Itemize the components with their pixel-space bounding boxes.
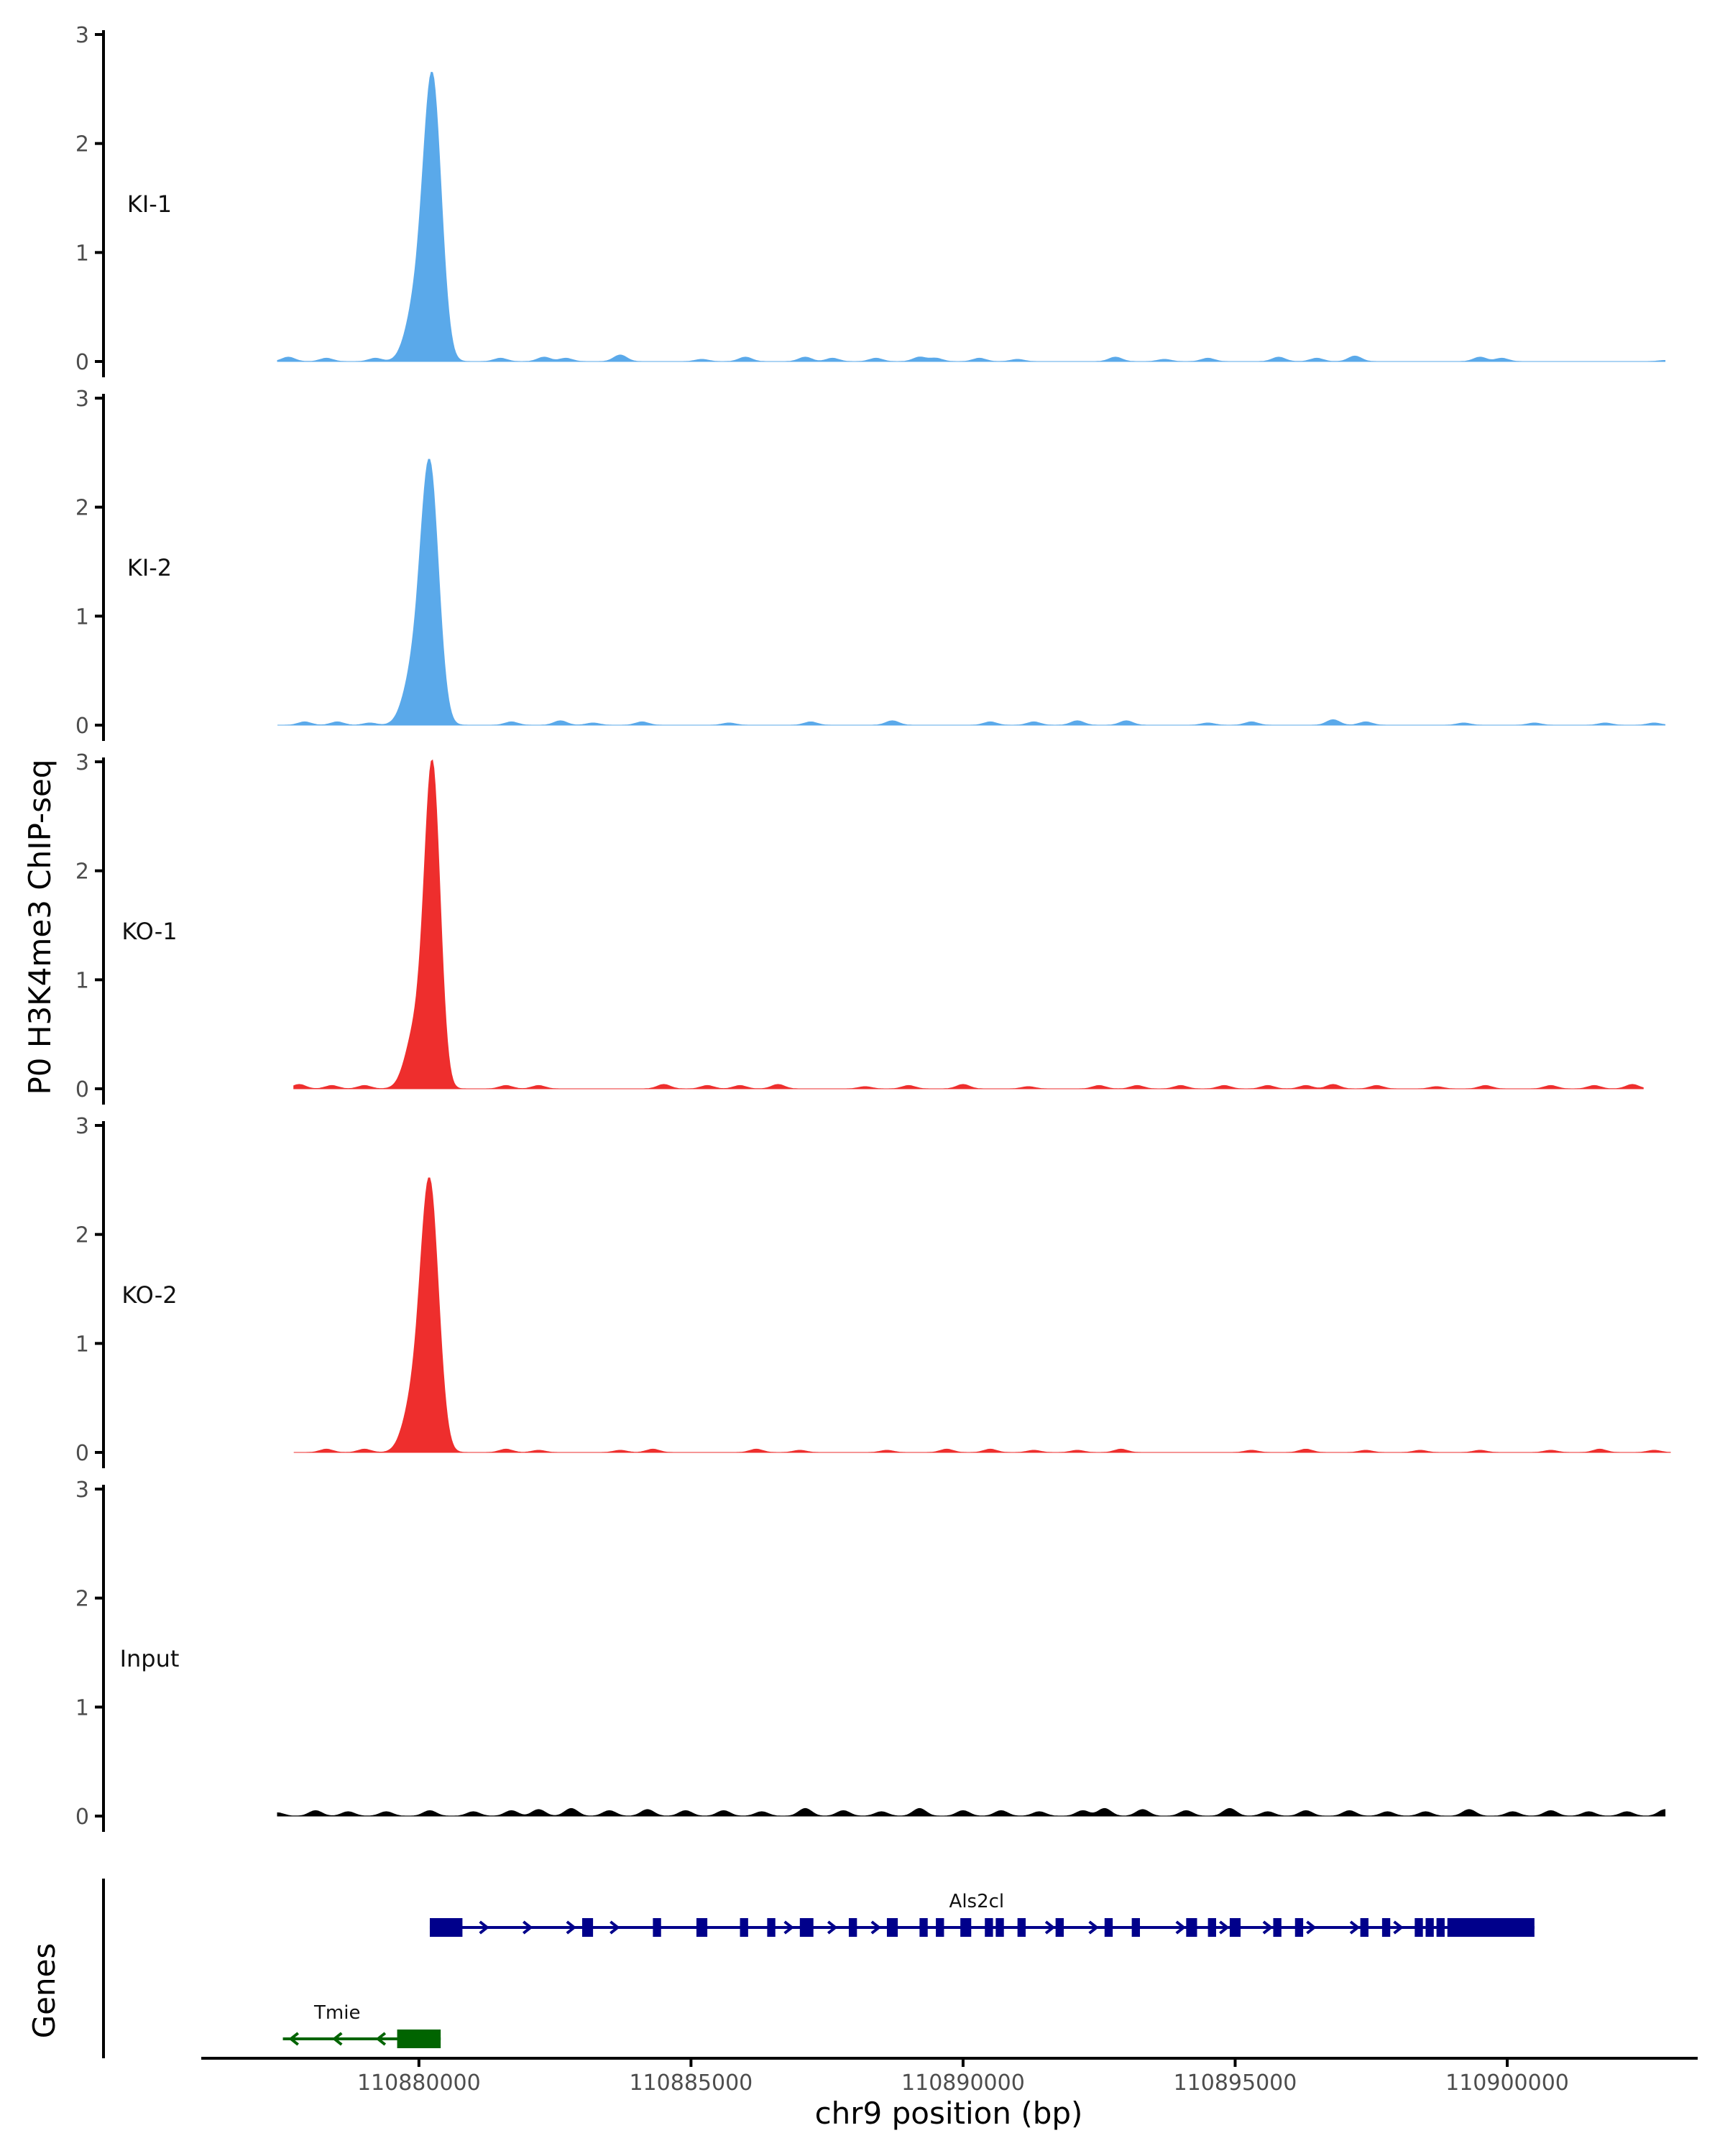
x-tick-label: 110890000 <box>901 2070 1025 2096</box>
gene-exon <box>581 1918 594 1937</box>
track-label: Input <box>120 1645 180 1672</box>
strand-arrow <box>783 1920 794 1935</box>
gene-exon <box>397 2030 441 2048</box>
gene-exon <box>799 1918 814 1937</box>
track-label: KI-1 <box>127 190 172 218</box>
y-tick-label: 3 <box>75 1114 89 1139</box>
strand-arrow <box>827 1920 838 1935</box>
gene-exon <box>1229 1918 1241 1937</box>
track-ko-2: 0 1 2 3 KO-2 <box>75 1114 1671 1468</box>
track-ki-2: 0 1 2 3 KI-2 <box>75 387 1666 741</box>
strand-arrow <box>1349 1920 1361 1935</box>
gene-exon <box>1425 1918 1434 1937</box>
y-tick-label: 1 <box>75 604 89 630</box>
gene-exon <box>653 1918 661 1937</box>
coverage-area-input <box>277 1807 1666 1817</box>
gene-exon <box>767 1918 776 1937</box>
gene-tmie: Tmie <box>282 2002 441 2048</box>
genes-panel: Als2cl Tmie <box>102 1879 1535 2058</box>
track-label: KO-2 <box>121 1281 177 1309</box>
gene-exon <box>1131 1918 1140 1937</box>
y-tick-label: 2 <box>75 1587 89 1612</box>
strand-arrow <box>332 2032 343 2046</box>
y-tick-label: 2 <box>75 860 89 885</box>
gene-exon <box>1294 1918 1304 1937</box>
gene-exon <box>985 1918 993 1937</box>
coverage-area-ki-2 <box>277 459 1666 726</box>
strand-arrow <box>870 1920 881 1935</box>
y-tick-label: 1 <box>75 1332 89 1357</box>
gene-exon <box>995 1918 1004 1937</box>
track-input: 0 1 2 3 Input <box>75 1478 1666 1832</box>
gene-exon <box>1381 1918 1391 1937</box>
y-tick-label: 2 <box>75 496 89 521</box>
strand-arrow <box>1044 1920 1056 1935</box>
y-axis-title: P0 H3K4me3 ChIP-seq <box>22 759 58 1095</box>
y-tick-label: 2 <box>75 132 89 157</box>
gene-label: Tmie <box>313 2002 360 2024</box>
track-label: KO-1 <box>121 918 177 945</box>
y-tick-label: 0 <box>75 1441 89 1466</box>
gene-exon <box>919 1918 928 1937</box>
gene-exon <box>886 1918 898 1937</box>
strand-arrow <box>288 2032 299 2046</box>
coverage-area-ko-1 <box>293 759 1644 1089</box>
y-tick-label: 0 <box>75 350 89 375</box>
y-tick-label: 1 <box>75 968 89 993</box>
strand-arrow <box>523 1920 533 1935</box>
strand-arrow <box>1306 1920 1317 1935</box>
gene-exon <box>1186 1918 1197 1937</box>
x-axis: 110880000 110885000 110890000 110895000 1109… <box>201 2057 1698 2096</box>
gene-exon <box>740 1918 748 1937</box>
gene-exon <box>429 1918 463 1937</box>
y-tick-label: 2 <box>75 1223 89 1248</box>
x-tick-label: 110895000 <box>1174 2070 1297 2096</box>
x-tick-label: 110885000 <box>629 2070 753 2096</box>
y-tick-label: 0 <box>75 1077 89 1102</box>
x-tick-label: 110900000 <box>1445 2070 1569 2096</box>
strand-arrow <box>610 1920 620 1935</box>
y-tick-label: 3 <box>75 1478 89 1503</box>
gene-exon <box>1017 1918 1026 1937</box>
y-tick-label: 1 <box>75 241 89 266</box>
strand-arrow <box>1393 1920 1404 1935</box>
coverage-tracks: 0 1 2 3 KI-1 0 1 2 3 KI-2 0 1 2 3 KO-1 0 1 2 3 KO-2 0 1 2 3 Inpu… <box>75 23 1671 1832</box>
gene-exon <box>936 1918 944 1937</box>
track-label: KI-2 <box>127 554 172 581</box>
genes-axis-title: Genes <box>27 1943 62 2039</box>
gene-exon <box>848 1918 857 1937</box>
y-tick-label: 0 <box>75 714 89 739</box>
track-ki-1: 0 1 2 3 KI-1 <box>75 23 1666 377</box>
gene-exon <box>696 1918 708 1937</box>
coverage-area-ko-2 <box>293 1177 1671 1453</box>
gene-exon <box>1414 1918 1423 1937</box>
y-tick-label: 1 <box>75 1695 89 1720</box>
strand-arrow <box>375 2032 387 2046</box>
strand-arrow <box>1219 1920 1230 1935</box>
x-tick-label: 110880000 <box>357 2070 481 2096</box>
gene-exon <box>1436 1918 1445 1937</box>
gene-exon <box>1447 1918 1535 1937</box>
strand-arrow <box>566 1920 577 1935</box>
gene-exon <box>1273 1918 1282 1937</box>
gene-exon <box>1055 1918 1064 1937</box>
y-tick-label: 3 <box>75 387 89 412</box>
strand-arrow <box>1175 1920 1186 1935</box>
gene-exon <box>1104 1918 1113 1937</box>
x-axis-title: chr9 position (bp) <box>815 2096 1083 2131</box>
y-tick-label: 3 <box>75 750 89 775</box>
y-tick-label: 3 <box>75 23 89 48</box>
y-tick-label: 0 <box>75 1805 89 1830</box>
gene-exon <box>1360 1918 1368 1937</box>
track-ko-1: 0 1 2 3 KO-1 <box>75 750 1644 1105</box>
gene-als2cl: Als2cl <box>429 1891 1535 1937</box>
gene-exon <box>1208 1918 1216 1937</box>
gene-exon <box>960 1918 972 1937</box>
coverage-area-ki-1 <box>277 71 1666 362</box>
strand-arrow <box>1088 1920 1099 1935</box>
strand-arrow <box>479 1920 489 1935</box>
strand-arrow <box>1262 1920 1274 1935</box>
gene-label: Als2cl <box>949 1891 1005 1912</box>
